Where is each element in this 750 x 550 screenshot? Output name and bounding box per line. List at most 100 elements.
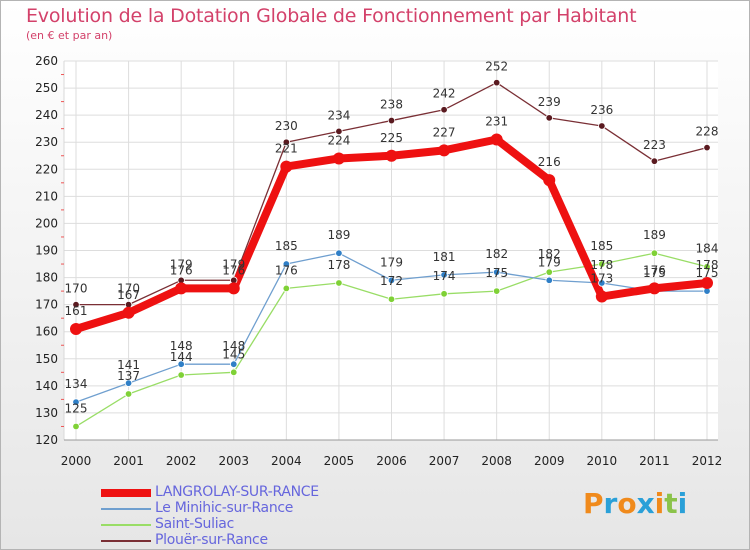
data-label: 176: [170, 263, 193, 277]
legend-swatch: [101, 489, 151, 497]
legend-label: LANGROLAY-SUR-RANCE: [155, 484, 319, 500]
data-label: 148: [170, 339, 193, 353]
data-point: [124, 379, 133, 387]
data-point: [230, 368, 238, 377]
y-tick-label: 140: [35, 379, 58, 393]
data-label: 175: [643, 266, 666, 280]
data-point: [280, 160, 293, 173]
data-label: 189: [327, 228, 350, 242]
data-label: 228: [696, 125, 719, 139]
logo-letter: i: [654, 487, 665, 520]
legend-label: Saint-Suliac: [155, 516, 234, 532]
y-tick-label: 120: [35, 433, 58, 447]
data-label: 181: [433, 250, 456, 264]
data-label: 179: [380, 255, 403, 269]
x-tick-label: 2011: [639, 454, 670, 468]
logo-letter: x: [636, 487, 655, 520]
data-label: 145: [222, 347, 245, 361]
data-point: [387, 295, 396, 303]
data-label: 125: [65, 401, 88, 415]
data-label: 178: [590, 258, 613, 272]
data-label: 189: [643, 228, 666, 242]
data-label: 179: [222, 257, 245, 271]
data-point: [335, 249, 343, 257]
data-point: [387, 276, 396, 284]
data-label: 175: [485, 266, 508, 280]
legend-label: Plouër-sur-Rance: [155, 532, 268, 548]
data-point: [648, 282, 661, 295]
data-point: [545, 268, 553, 276]
data-point: [545, 276, 553, 284]
x-tick-label: 2006: [376, 454, 407, 468]
data-point: [650, 157, 659, 165]
data-point: [177, 371, 185, 379]
y-tick-label: 160: [35, 325, 58, 339]
data-label: 216: [538, 155, 561, 169]
y-tick-label: 250: [35, 81, 58, 95]
data-label: 230: [275, 119, 298, 133]
data-point: [282, 284, 291, 293]
proxiti-logo: Proxiti: [583, 487, 687, 520]
legend-swatch: [101, 524, 151, 526]
data-label: 172: [380, 274, 403, 288]
logo-letter: r: [603, 487, 618, 520]
data-label: 176: [643, 263, 666, 277]
data-point: [175, 282, 188, 295]
data-point: [595, 290, 608, 303]
x-tick-label: 2008: [481, 454, 512, 468]
x-tick-label: 2002: [166, 454, 197, 468]
data-point: [492, 287, 501, 295]
data-point: [124, 390, 133, 398]
data-point: [385, 149, 398, 162]
data-label: 184: [696, 242, 719, 256]
x-tick-label: 2000: [61, 454, 92, 468]
data-point: [387, 116, 396, 125]
legend-label: Le Minihic-sur-Rance: [155, 500, 294, 516]
data-point: [438, 144, 451, 157]
data-point: [282, 260, 291, 268]
data-point: [177, 360, 185, 368]
chart-subtitle: (en € et par an): [26, 29, 113, 42]
data-label: 167: [117, 288, 140, 302]
data-label: 239: [538, 95, 561, 109]
data-label: 161: [65, 304, 88, 318]
data-label: 182: [538, 247, 561, 261]
data-label: 182: [485, 247, 508, 261]
x-tick-label: 2007: [429, 454, 460, 468]
data-label: 227: [433, 125, 456, 139]
data-point: [490, 133, 503, 146]
logo-letter: i: [677, 487, 688, 520]
y-tick-label: 150: [35, 352, 58, 366]
data-point: [703, 143, 711, 152]
legend-swatch: [101, 508, 151, 510]
data-label: 176: [222, 263, 245, 277]
data-point: [230, 360, 238, 368]
data-label: 148: [222, 339, 245, 353]
data-label: 178: [696, 258, 719, 272]
y-tick-label: 130: [35, 406, 58, 420]
data-label: 170: [65, 282, 88, 296]
data-label: 170: [117, 282, 140, 296]
data-label: 221: [275, 142, 298, 156]
data-point: [70, 323, 82, 336]
x-tick-label: 2003: [218, 454, 249, 468]
x-tick-label: 2001: [113, 454, 144, 468]
data-point: [440, 290, 448, 298]
data-label: 185: [275, 239, 298, 253]
data-label: 175: [696, 266, 719, 280]
data-label: 176: [275, 263, 298, 277]
data-point: [227, 282, 240, 295]
data-point: [543, 174, 556, 187]
logo-letter: t: [664, 487, 678, 520]
y-tick-label: 240: [35, 108, 58, 122]
logo-letter: o: [617, 487, 637, 520]
y-tick-label: 200: [35, 216, 58, 230]
data-label: 242: [433, 87, 456, 101]
data-point: [598, 122, 606, 130]
data-point: [492, 268, 501, 276]
data-point: [598, 260, 606, 268]
data-label: 134: [65, 377, 88, 391]
data-point: [335, 279, 343, 287]
